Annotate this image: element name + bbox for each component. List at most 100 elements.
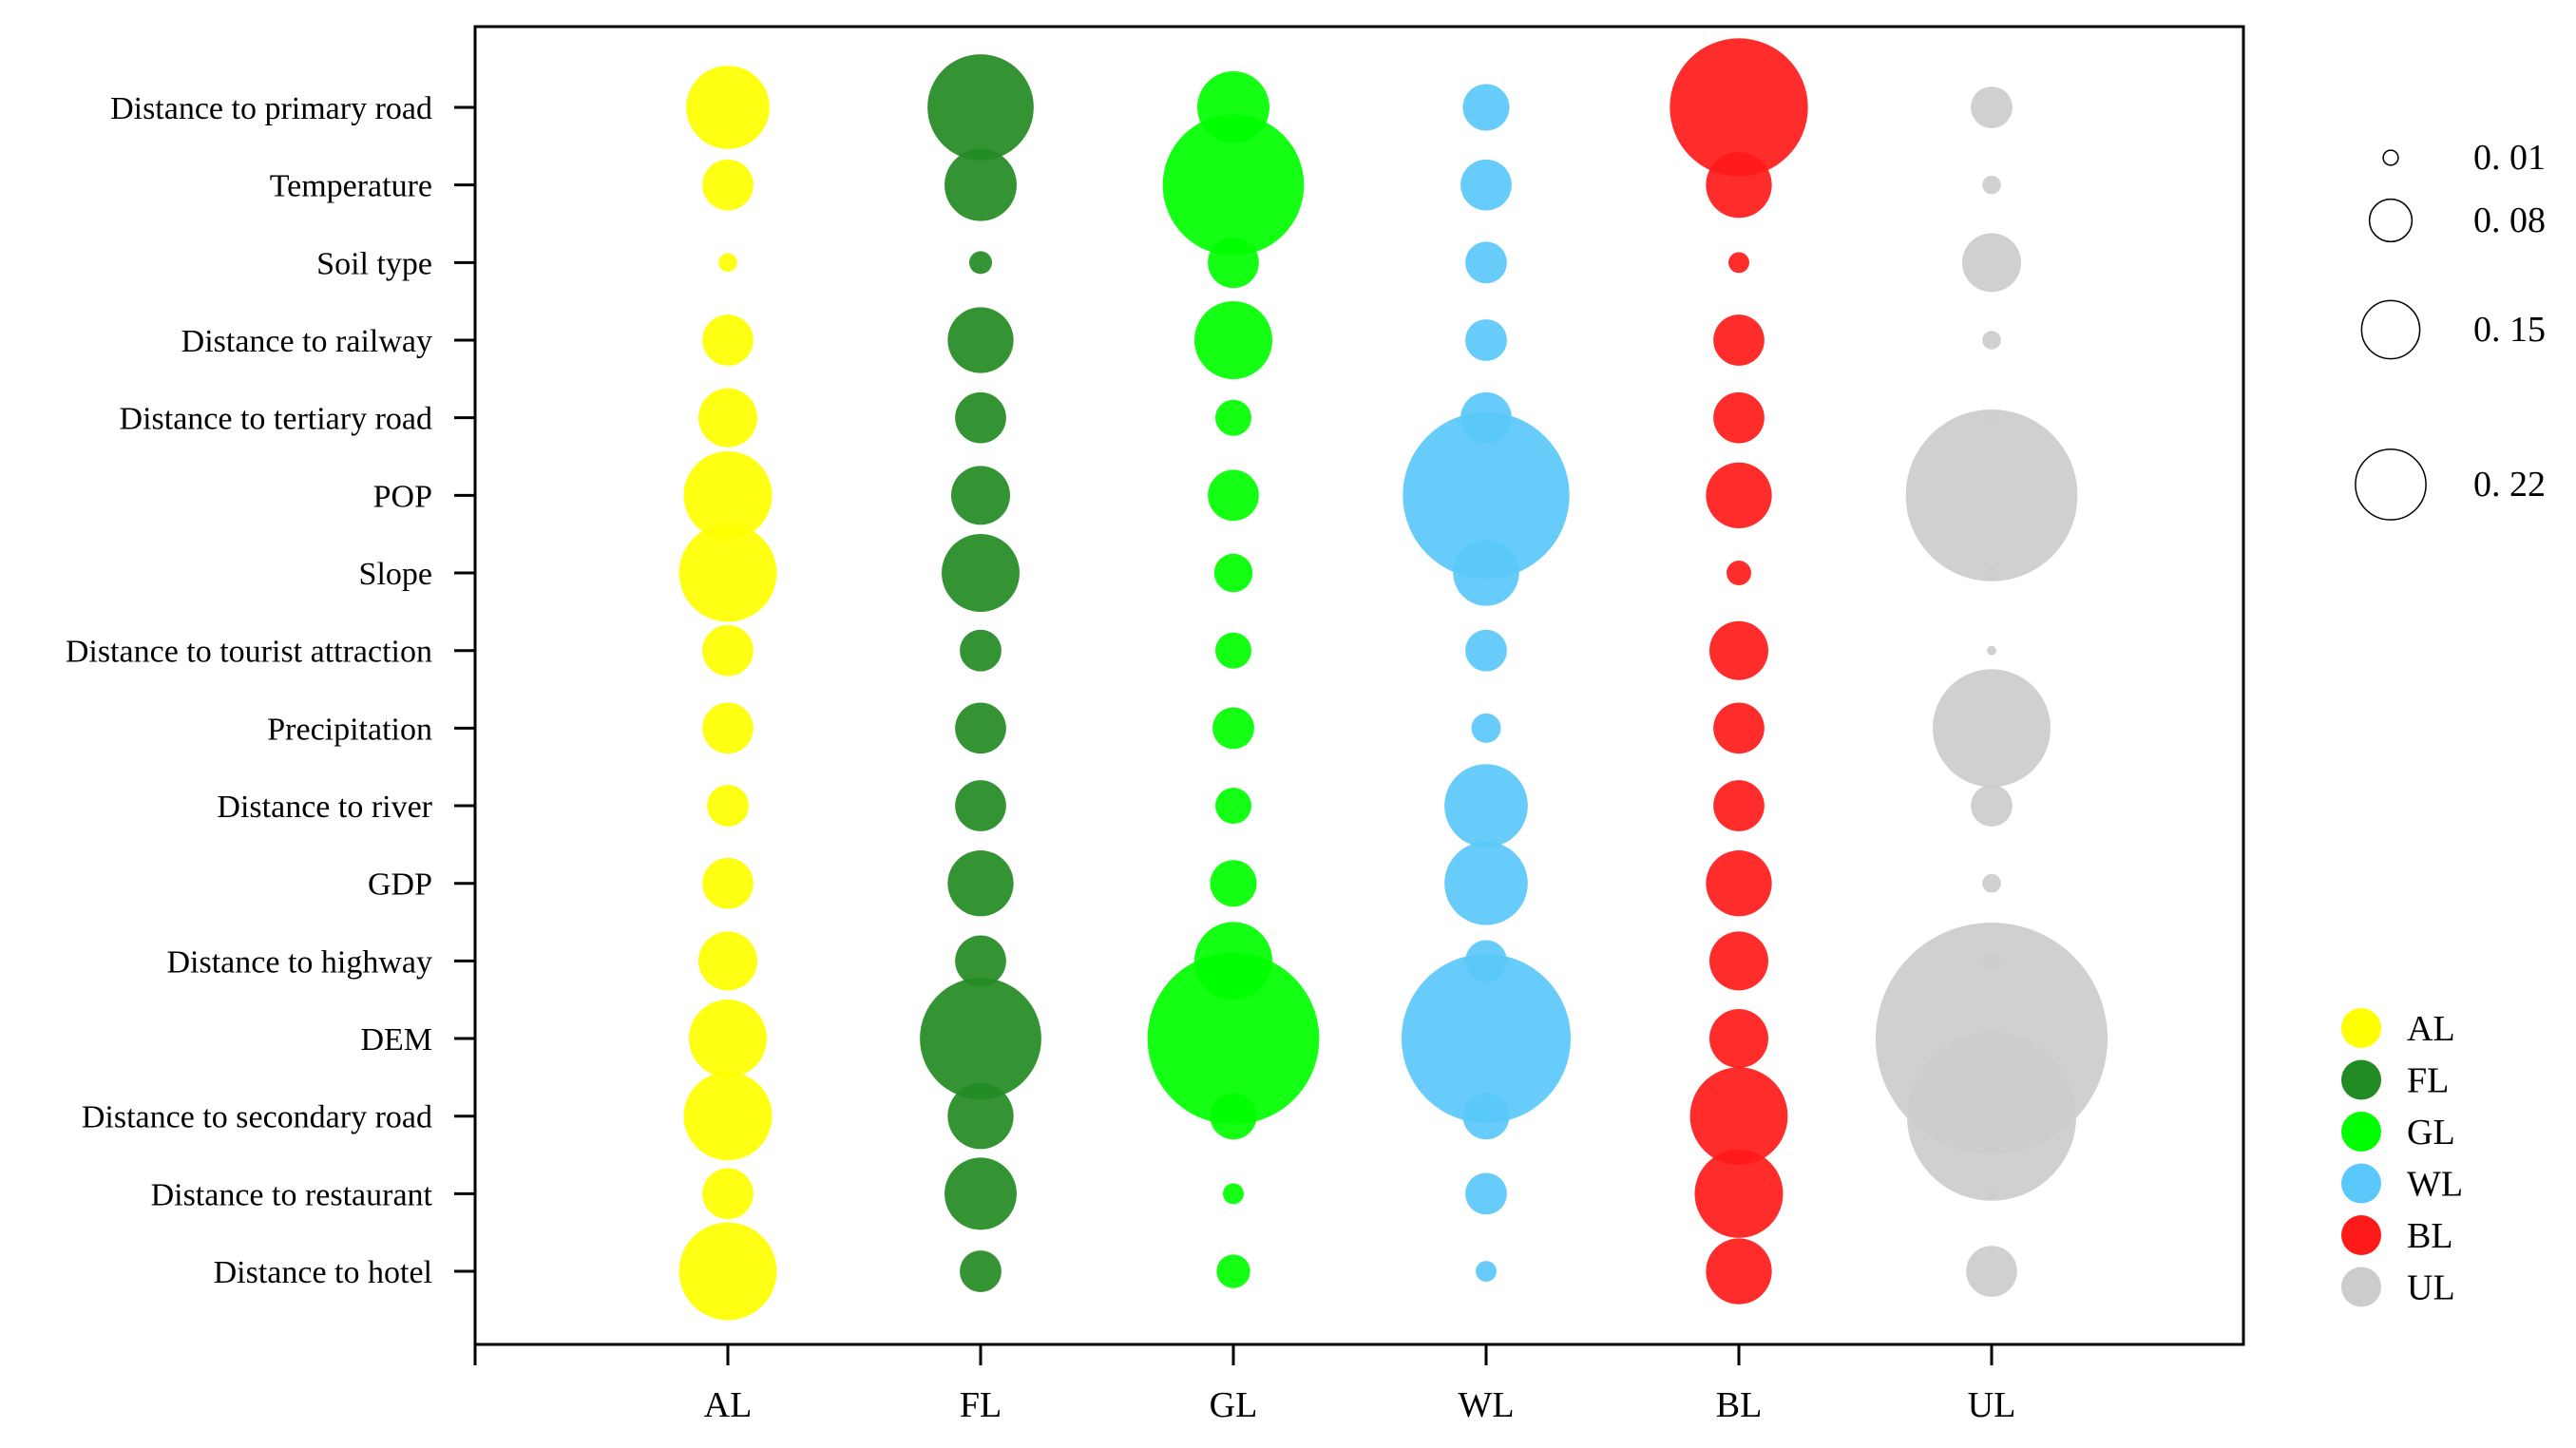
bubble-wl-temperature <box>1460 159 1512 211</box>
y-tick-label-slope: Slope <box>359 557 432 592</box>
bubble-al-precipitation <box>702 702 754 754</box>
y-tick-label-distance-to-highway: Distance to highway <box>167 944 433 980</box>
legend-label-bl: BL <box>2407 1216 2453 1256</box>
y-tick-label-precipitation: Precipitation <box>267 712 432 747</box>
size-legend-label-1: 0. 01 <box>2473 138 2546 178</box>
bubble-wl-distance-to-restaurant <box>1465 1172 1507 1215</box>
bubble-ul-pop <box>1905 409 2078 581</box>
bubble-ul-distance-to-river <box>1971 785 2013 827</box>
bubble-al-distance-to-hotel <box>678 1222 777 1321</box>
bubble-bl-pop <box>1706 462 1772 529</box>
bubble-fl-distance-to-primary-road <box>927 54 1034 161</box>
y-tick-label-distance-to-primary-road: Distance to primary road <box>110 91 432 126</box>
bubble-ul-temperature <box>1982 175 2001 195</box>
bubble-al-soil-type <box>718 253 737 273</box>
bubble-al-distance-to-restaurant <box>702 1168 754 1220</box>
bubble-ul-distance-to-primary-road <box>1971 86 2013 128</box>
x-tick-label-al: AL <box>704 1385 753 1425</box>
x-tick-label-bl: BL <box>1716 1385 1763 1425</box>
legend-label-wl: WL <box>2407 1165 2463 1205</box>
bubble-fl-temperature <box>945 148 1017 221</box>
y-tick-label-distance-to-hotel: Distance to hotel <box>214 1255 432 1290</box>
bubble-bl-distance-to-tertiary-road <box>1713 391 1765 444</box>
bubble-ul-gdp <box>1982 873 2001 893</box>
bubble-wl-distance-to-primary-road <box>1462 84 1510 131</box>
y-axis: Distance to primary road Temperature Soil … <box>66 91 475 1290</box>
bubble-bl-dem <box>1709 1009 1768 1069</box>
bubble-bl-distance-to-railway <box>1713 314 1765 366</box>
bubble-gl-distance-to-tourist-attraction <box>1215 632 1251 669</box>
x-tick-label-fl: FL <box>960 1385 1002 1425</box>
bubble-bl-gdp <box>1706 850 1772 917</box>
bubble-ul-distance-to-tourist-attraction <box>1987 645 1996 656</box>
bubble-fl-distance-to-railway <box>947 307 1014 373</box>
bubble-gl-distance-to-hotel <box>1216 1254 1250 1288</box>
bubble-gl-slope <box>1213 553 1253 593</box>
legend-label-ul: UL <box>2407 1268 2455 1308</box>
bubble-gl-precipitation <box>1212 707 1254 750</box>
bubbles <box>678 38 2109 1321</box>
bubble-wl-soil-type <box>1465 241 1507 284</box>
size-legend-circle-2 <box>2368 198 2414 243</box>
bubble-gl-distance-to-restaurant <box>1223 1183 1244 1205</box>
bubble-fl-slope <box>941 534 1021 613</box>
x-axis: AL FL GL WL BL UL <box>473 1344 2016 1425</box>
bubble-bl-precipitation <box>1713 702 1765 754</box>
y-tick-label-soil-type: Soil type <box>316 246 432 281</box>
bubble-fl-distance-to-restaurant <box>945 1157 1017 1230</box>
y-tick-label-distance-to-restaurant: Distance to restaurant <box>151 1177 433 1212</box>
y-tick-label-distance-to-railway: Distance to railway <box>181 324 432 359</box>
bubble-al-gdp <box>702 857 754 909</box>
y-tick-label-distance-to-secondary-road: Distance to secondary road <box>82 1100 432 1135</box>
bubble-bl-slope <box>1727 561 1751 585</box>
bubble-al-distance-to-tertiary-road <box>698 388 757 448</box>
legend-swatch-gl <box>2341 1112 2381 1152</box>
bubble-al-slope <box>678 524 777 622</box>
bubble-fl-distance-to-tourist-attraction <box>960 629 1002 672</box>
bubble-ul-distance-to-hotel <box>1966 1246 2017 1297</box>
size-legend-circle-4 <box>2355 448 2427 521</box>
legend-swatch-fl <box>2341 1059 2381 1100</box>
bubble-al-distance-to-railway <box>702 314 754 366</box>
bubble-gl-soil-type <box>1208 237 1259 289</box>
size-legend-label-4: 0. 22 <box>2473 465 2546 505</box>
bubble-fl-distance-to-tertiary-road <box>955 391 1006 444</box>
size-legend-label-2: 0. 08 <box>2473 200 2546 240</box>
color-legend: AL FL GL WL BL UL <box>2341 1008 2463 1308</box>
y-tick-label-pop: POP <box>373 479 432 514</box>
bubble-wl-pop <box>1402 411 1570 580</box>
bubble-wl-distance-to-river <box>1444 764 1528 848</box>
y-tick-label-temperature: Temperature <box>270 169 432 204</box>
bubble-bl-distance-to-tourist-attraction <box>1709 620 1768 680</box>
bubble-ul-distance-to-secondary-road <box>1906 1031 2077 1201</box>
bubble-fl-distance-to-highway <box>955 935 1006 987</box>
legend-swatch-wl <box>2341 1163 2381 1204</box>
bubble-bl-temperature <box>1706 152 1772 219</box>
size-legend: 0. 01 0. 08 0. 15 0. 22 <box>2355 138 2546 521</box>
bubble-ul-distance-to-railway <box>1982 331 2001 350</box>
bubble-bl-distance-to-restaurant <box>1694 1149 1784 1238</box>
bubble-bl-distance-to-secondary-road <box>1689 1067 1788 1166</box>
legend-swatch-bl <box>2341 1215 2381 1255</box>
bubble-ul-precipitation <box>1933 669 2051 788</box>
size-legend-label-3: 0. 15 <box>2473 310 2546 350</box>
x-tick-label-ul: UL <box>1968 1385 2016 1425</box>
bubble-wl-precipitation <box>1471 713 1501 743</box>
legend-label-fl: FL <box>2407 1061 2449 1101</box>
bubble-bl-distance-to-primary-road <box>1670 38 1808 177</box>
bubble-gl-distance-to-secondary-road <box>1210 1093 1257 1140</box>
plot-frame <box>473 25 2245 1346</box>
bubble-bl-distance-to-highway <box>1709 931 1768 991</box>
bubble-al-distance-to-secondary-road <box>683 1072 773 1161</box>
bubble-fl-dem <box>920 978 1041 1099</box>
bubble-wl-dem <box>1401 953 1572 1124</box>
y-tick-label-gdp: GDP <box>368 867 432 903</box>
bubble-wl-gdp <box>1444 841 1528 925</box>
bubble-fl-distance-to-secondary-road <box>947 1083 1014 1150</box>
bubble-wl-distance-to-secondary-road <box>1462 1093 1510 1140</box>
bubble-bl-distance-to-hotel <box>1706 1238 1772 1305</box>
size-legend-circle-1 <box>2382 149 2399 166</box>
bubble-bl-distance-to-river <box>1713 780 1765 831</box>
bubble-gl-dem <box>1147 952 1320 1125</box>
